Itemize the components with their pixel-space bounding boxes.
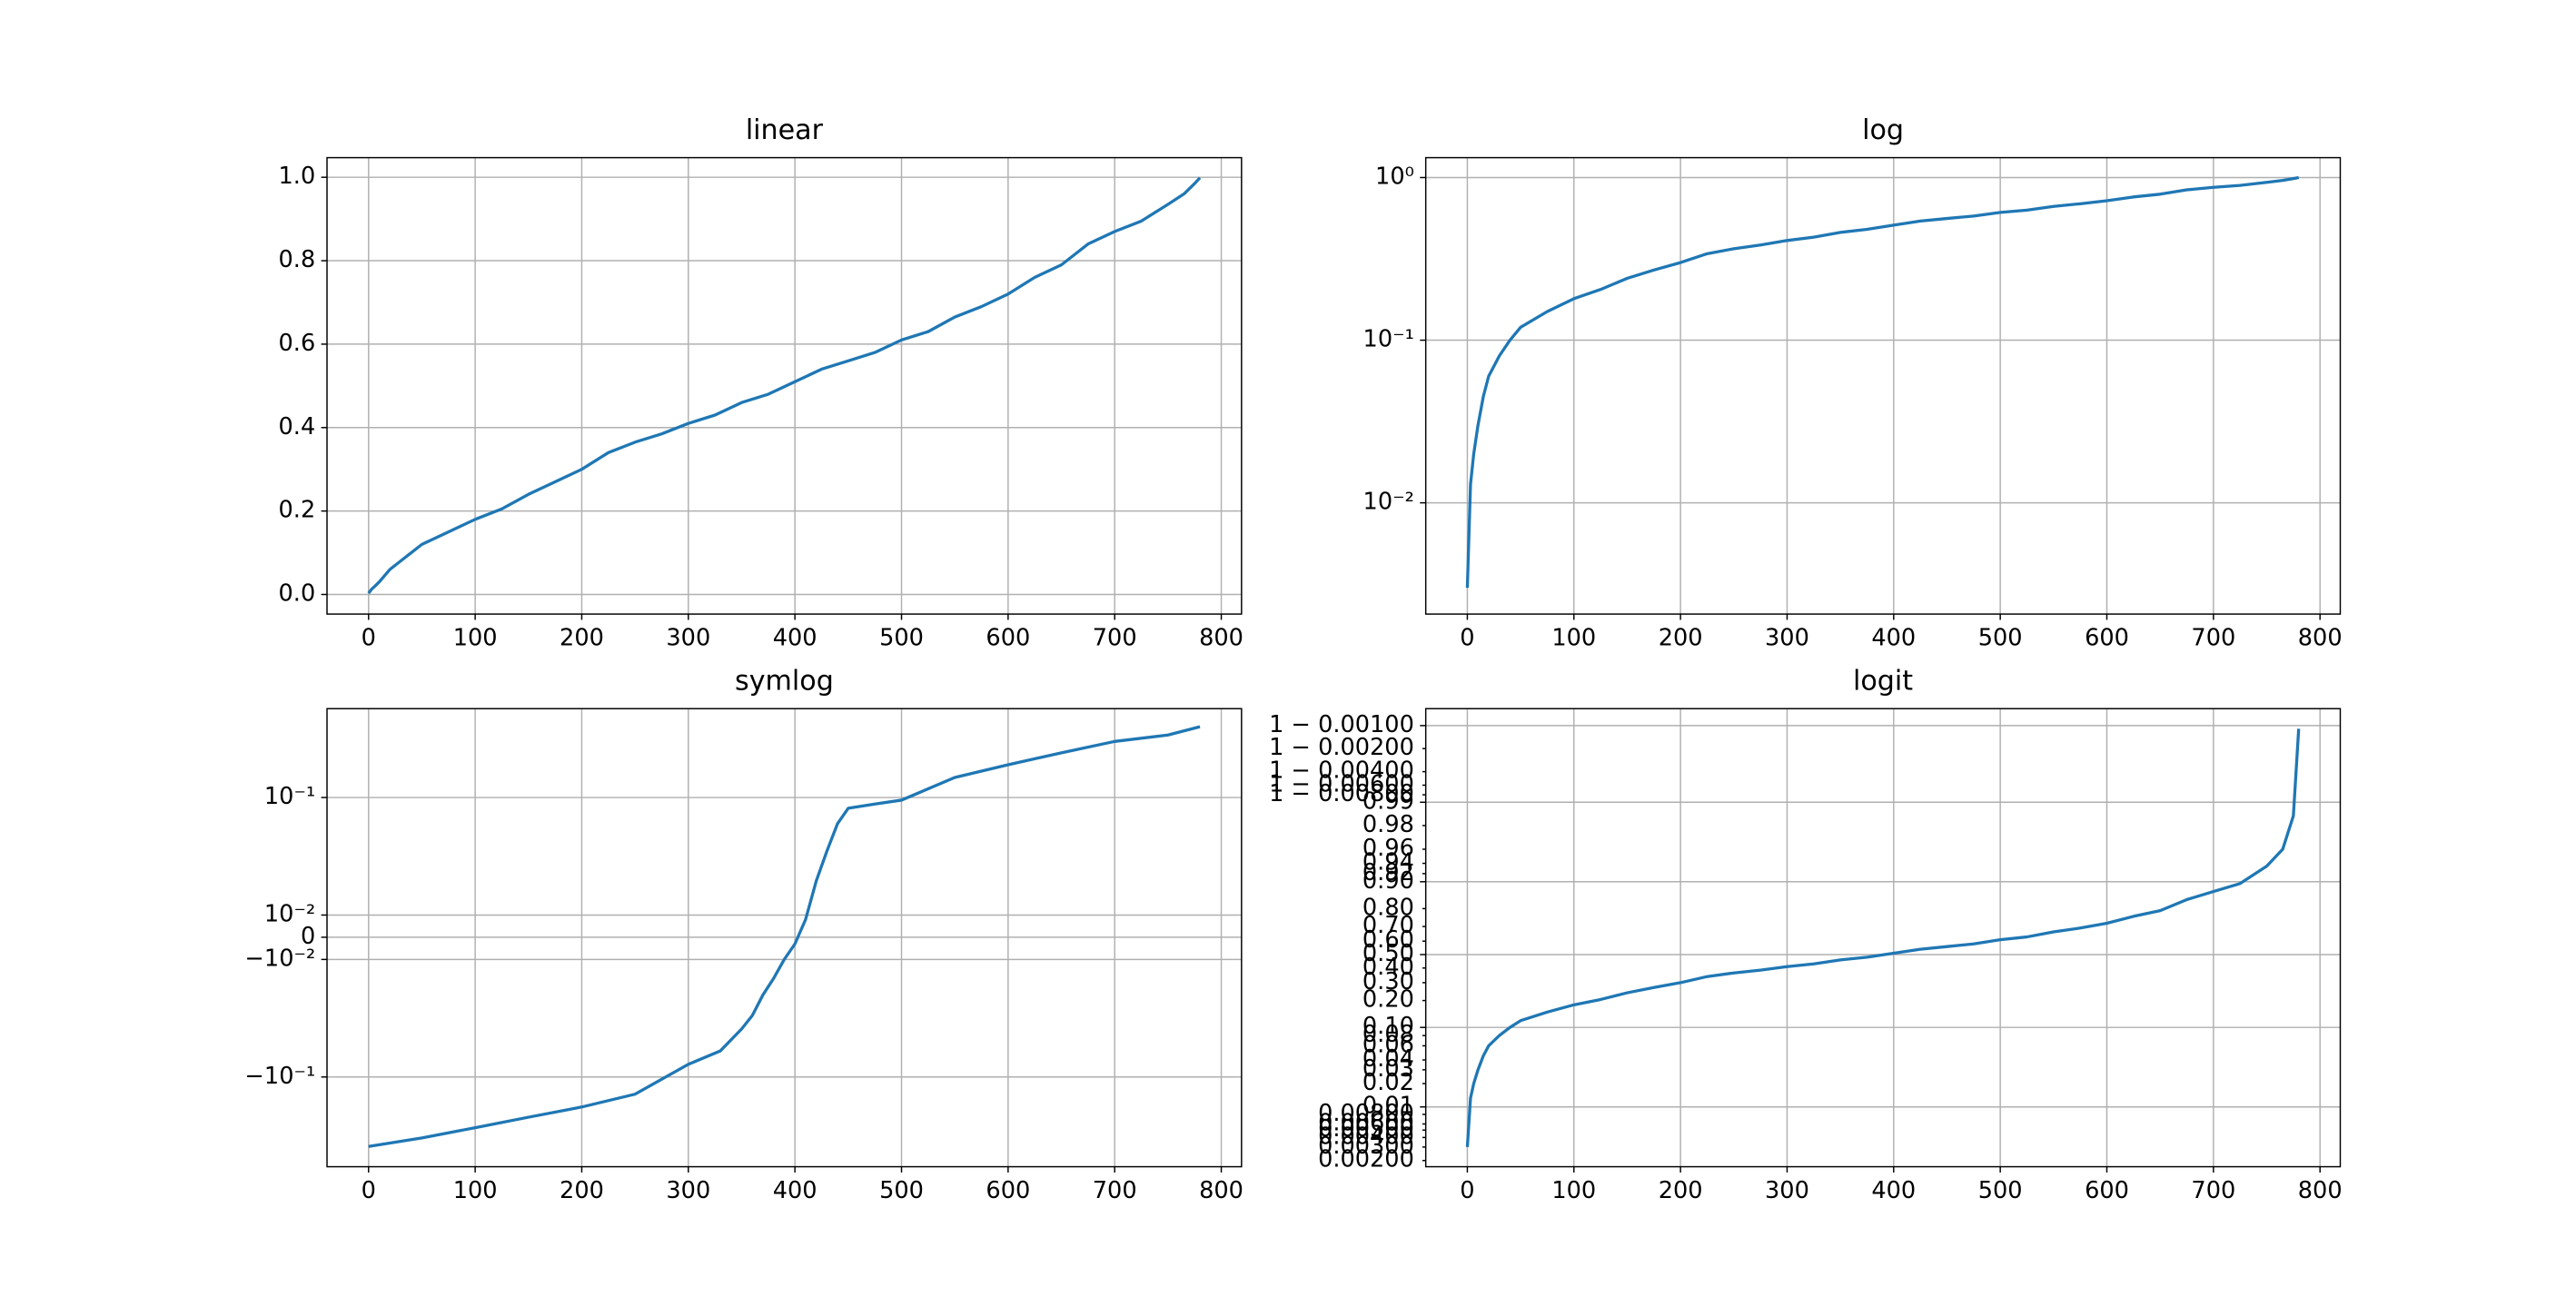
x-tick-label: 200: [1659, 1177, 1703, 1204]
x-tick-label: 600: [986, 624, 1030, 651]
chart-title: logit: [1853, 666, 1913, 698]
y-tick-label: 0.4: [279, 413, 316, 441]
y-tick-label: 0.92: [1362, 859, 1414, 886]
y-tick-label: 1.0: [279, 163, 316, 190]
x-tick-label: 800: [2298, 1177, 2343, 1204]
y-tick-label: −10⁻²: [244, 945, 315, 972]
x-tick-label: 300: [666, 624, 710, 651]
y-tick-label: 0.00800: [1318, 1100, 1414, 1127]
x-tick-label: 300: [1765, 1177, 1809, 1204]
y-tick-label: 0.96: [1362, 835, 1414, 862]
chart-title: symlog: [735, 666, 834, 698]
y-tick-label: 0.40: [1362, 954, 1414, 981]
x-tick-label: 700: [2191, 624, 2235, 651]
y-tick-label: 10⁰: [1375, 163, 1414, 190]
x-tick-label: 400: [1871, 1177, 1916, 1204]
y-tick-label: 0.20: [1362, 986, 1414, 1014]
y-tick-label: 0.00600: [1318, 1110, 1414, 1137]
y-tick-label: 10⁻²: [1363, 489, 1414, 516]
y-tick-label: 0.6: [279, 330, 316, 357]
y-tick-label: 0.90: [1362, 867, 1414, 895]
x-tick-label: 400: [773, 624, 817, 651]
x-tick-label: 600: [2085, 1177, 2129, 1204]
x-tick-label: 700: [1093, 624, 1137, 651]
x-tick-label: 600: [2085, 624, 2129, 651]
y-tick-label: 0.04: [1362, 1045, 1414, 1073]
x-tick-label: 500: [1978, 624, 2023, 651]
chart-title: log: [1862, 114, 1904, 146]
x-tick-label: 600: [986, 1177, 1030, 1204]
y-tick-label: 0.8: [279, 246, 316, 273]
x-tick-label: 800: [2298, 624, 2343, 651]
y-tick-label: 0.08: [1362, 1021, 1414, 1048]
x-tick-label: 500: [1978, 1177, 2023, 1204]
y-tick-label: 0.2: [279, 497, 316, 524]
data-line: [367, 176, 1202, 595]
y-tick-label: 0.06: [1362, 1031, 1414, 1058]
y-tick-label: 0.00500: [1318, 1115, 1414, 1143]
x-tick-label: 200: [560, 624, 604, 651]
y-tick-label: 0.00400: [1318, 1123, 1414, 1150]
y-tick-label: 10⁻¹: [1363, 326, 1414, 353]
y-tick-label: 0.02: [1362, 1069, 1414, 1096]
x-tick-label: 500: [879, 1177, 924, 1204]
y-tick-label: 0.30: [1362, 968, 1414, 995]
y-tick-label: 1 − 0.00100: [1269, 711, 1414, 738]
y-tick-label: 0.70: [1362, 912, 1414, 939]
y-tick-label: 10⁻²: [264, 900, 315, 927]
x-tick-label: 100: [1551, 1177, 1596, 1204]
x-tick-label: 300: [666, 1177, 710, 1204]
y-tick-label: 0.03: [1362, 1055, 1414, 1083]
y-tick-label: 0.0: [279, 579, 316, 607]
y-tick-label: 1 − 0.00800: [1269, 780, 1414, 807]
y-tick-label: 0.99: [1362, 787, 1414, 815]
y-tick-label: 1 − 0.00200: [1269, 734, 1414, 761]
x-tick-label: 0: [1460, 1177, 1474, 1204]
x-tick-label: 800: [1199, 624, 1243, 651]
y-tick-label: 0.60: [1362, 926, 1414, 954]
chart-title: linear: [746, 114, 824, 146]
x-tick-label: 100: [453, 1177, 498, 1204]
y-tick-label: 0.98: [1362, 811, 1414, 838]
y-tick-label: 0.80: [1362, 894, 1414, 921]
data-line: [1465, 175, 2300, 589]
axes-frame: [326, 708, 1243, 1168]
y-tick-label: 0.50: [1362, 940, 1414, 967]
x-tick-label: 0: [362, 1177, 376, 1204]
x-tick-label: 700: [1093, 1177, 1137, 1204]
axes-frame: [1424, 156, 2342, 615]
x-tick-label: 200: [560, 1177, 604, 1204]
axes-frame: [326, 156, 1243, 615]
x-tick-label: 400: [1871, 624, 1916, 651]
y-tick-label: 0: [301, 923, 315, 950]
y-tick-label: 0.10: [1362, 1013, 1414, 1040]
x-tick-label: 100: [453, 624, 498, 651]
x-tick-label: 300: [1765, 624, 1809, 651]
x-tick-label: 0: [362, 624, 376, 651]
x-tick-label: 0: [1460, 624, 1474, 651]
x-tick-label: 100: [1551, 624, 1596, 651]
y-tick-label: 1 − 0.00400: [1269, 757, 1414, 785]
data-line: [368, 725, 1201, 1148]
y-tick-label: 0.94: [1362, 849, 1414, 876]
y-tick-label: 0.01: [1362, 1093, 1414, 1120]
data-line: [1465, 728, 2301, 1148]
x-tick-label: 700: [2191, 1177, 2235, 1204]
x-tick-label: 200: [1659, 624, 1703, 651]
x-tick-label: 500: [879, 624, 924, 651]
x-tick-label: 800: [1199, 1177, 1243, 1204]
axes-frame: [1424, 708, 2342, 1168]
y-tick-label: −10⁻¹: [244, 1063, 315, 1090]
y-tick-label: 1 − 0.00600: [1269, 770, 1414, 797]
y-tick-label: 10⁻¹: [264, 783, 315, 810]
y-tick-label: 0.00200: [1318, 1146, 1414, 1173]
x-tick-label: 400: [773, 1177, 817, 1204]
y-tick-label: 0.00300: [1318, 1133, 1414, 1160]
